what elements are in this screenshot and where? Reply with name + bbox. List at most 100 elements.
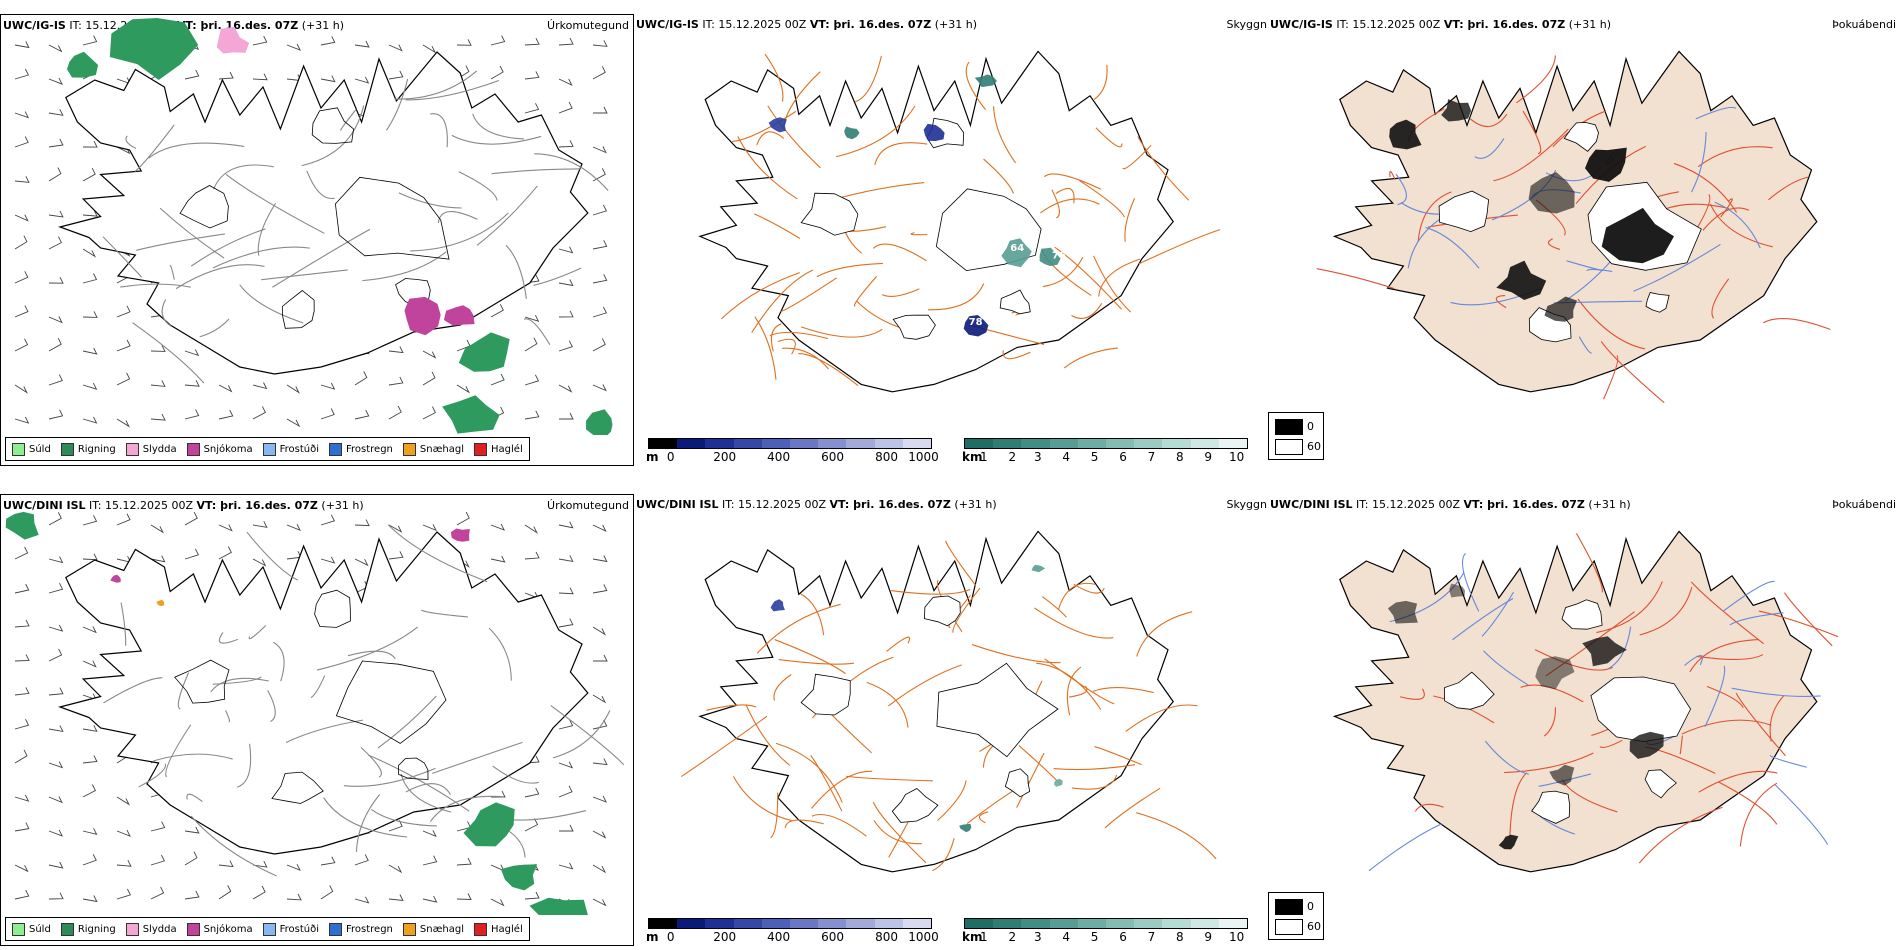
wind-barb	[116, 859, 132, 867]
precip-map	[14, 18, 613, 435]
legend-item: Súld	[12, 922, 51, 936]
road-line	[213, 164, 274, 190]
glacier-outline	[1531, 790, 1571, 824]
road-line	[1104, 787, 1161, 829]
road-line	[1684, 654, 1703, 666]
wind-barb	[524, 410, 540, 420]
legend-swatch	[12, 922, 25, 936]
panel-type-label: Þokuábendi	[1832, 498, 1896, 511]
glacier-outline	[936, 662, 1059, 758]
wind-barb	[558, 140, 574, 148]
wind-barb	[48, 109, 64, 116]
iceland-coastline	[1332, 530, 1818, 873]
wind-barb	[558, 555, 574, 562]
wind-barb	[184, 890, 200, 900]
colorbar-unit: m	[646, 450, 659, 464]
wind-barb	[48, 687, 64, 696]
wind-barb	[48, 374, 63, 386]
low-visibility-area	[923, 123, 945, 141]
wind-barb	[592, 384, 607, 392]
road-line	[1758, 610, 1839, 638]
road-line	[1425, 226, 1480, 269]
road-line	[873, 820, 922, 845]
road-line	[236, 743, 252, 788]
wind-barb	[490, 35, 506, 46]
wind-barb	[14, 214, 29, 222]
road-line	[212, 676, 262, 685]
wind-barb	[422, 44, 437, 54]
wind-barb	[592, 694, 607, 704]
wind-barb	[82, 167, 96, 182]
road-line	[1577, 298, 1646, 350]
wind-barb	[422, 350, 437, 359]
wind-barb	[592, 864, 607, 874]
low-visibility-area	[974, 74, 997, 88]
glacier-outline	[334, 176, 450, 260]
road-line	[1481, 591, 1515, 637]
road-line	[767, 105, 821, 169]
road-line	[1138, 229, 1221, 265]
wind-barb	[524, 37, 540, 46]
road-line	[148, 142, 245, 159]
wind-barb	[14, 718, 30, 730]
rain-area	[442, 395, 500, 434]
wind-barb	[48, 210, 64, 218]
road-line	[780, 277, 838, 313]
colorbar-tick: 2	[1008, 450, 1017, 464]
road-line	[225, 173, 325, 234]
road-line	[210, 677, 269, 693]
road-line	[841, 181, 925, 198]
road-line	[1054, 246, 1122, 310]
wind-barb	[184, 851, 198, 866]
road-line	[1051, 189, 1060, 219]
road-line	[1697, 146, 1773, 168]
road-line	[983, 158, 1015, 194]
road-line	[778, 659, 855, 665]
legend-label: Slydda	[142, 443, 177, 455]
wind-barb	[354, 409, 370, 420]
wind-barb	[388, 405, 402, 420]
wind-barb	[388, 820, 403, 832]
wind-barb	[456, 857, 472, 866]
road-line	[340, 108, 357, 131]
colorbar-tick: 800	[875, 930, 898, 944]
road-line	[773, 674, 792, 701]
wind-barb	[592, 898, 607, 907]
road-line	[874, 142, 928, 166]
colorbar-tick: 0	[666, 450, 675, 464]
glacier-outline	[923, 595, 961, 627]
road-line	[1016, 752, 1045, 808]
wind-barb	[252, 860, 268, 868]
wind-barb	[218, 860, 234, 868]
wind-barb	[14, 654, 30, 662]
wind-barb	[592, 719, 608, 730]
wind-barb	[524, 71, 540, 80]
road-line	[853, 276, 878, 307]
road-line	[431, 741, 523, 774]
road-line	[754, 316, 777, 380]
panel-title: UWC/IG-IS IT: 15.12.2025 00Z VT: þri. 16…	[1270, 18, 1611, 31]
wind-barb	[14, 583, 30, 594]
road-line	[1679, 735, 1683, 755]
wind-barb	[14, 822, 30, 832]
fog-index-area	[1449, 583, 1465, 598]
wind-barb	[354, 519, 370, 527]
legend-swatch	[329, 922, 342, 936]
road-line	[811, 813, 867, 837]
road-line	[360, 747, 382, 778]
fog-index-area	[1528, 172, 1575, 214]
wind-barb	[184, 511, 198, 526]
wind-barb	[592, 204, 608, 216]
road-line	[1769, 695, 1785, 742]
wind-barb	[558, 761, 574, 769]
wind-barb	[524, 524, 538, 534]
wind-barb	[558, 587, 574, 595]
wind-barb	[116, 829, 131, 837]
road-line	[978, 811, 989, 824]
low-visibility-area	[1031, 564, 1046, 573]
legend-item: Snjókoma	[186, 922, 253, 936]
cloud-legend: 0 60	[1268, 412, 1324, 460]
wind-barb	[150, 413, 166, 421]
wind-barb	[592, 524, 607, 532]
fog-index-area	[1441, 99, 1472, 122]
